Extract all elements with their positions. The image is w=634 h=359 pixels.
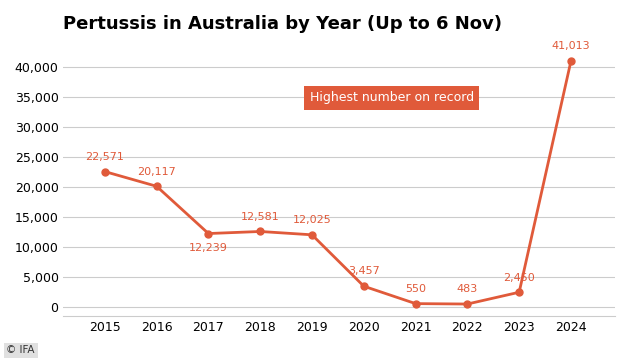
Point bbox=[359, 283, 369, 289]
Text: 12,581: 12,581 bbox=[241, 212, 280, 222]
Text: Pertussis in Australia by Year (Up to 6 Nov): Pertussis in Australia by Year (Up to 6 … bbox=[63, 15, 502, 33]
Point bbox=[514, 289, 524, 295]
Point bbox=[566, 58, 576, 64]
Point bbox=[204, 231, 214, 237]
Text: 483: 483 bbox=[456, 284, 478, 294]
Text: 2,450: 2,450 bbox=[503, 272, 535, 283]
Text: 41,013: 41,013 bbox=[552, 41, 590, 51]
Point bbox=[152, 183, 162, 189]
Text: 12,025: 12,025 bbox=[293, 215, 332, 225]
Point bbox=[100, 169, 110, 174]
Point bbox=[307, 232, 317, 238]
Text: 12,239: 12,239 bbox=[189, 243, 228, 253]
Text: © IFA: © IFA bbox=[6, 345, 35, 355]
Text: Highest number on record: Highest number on record bbox=[309, 91, 474, 104]
Text: 22,571: 22,571 bbox=[86, 152, 124, 162]
Text: 3,457: 3,457 bbox=[348, 266, 380, 276]
Point bbox=[462, 301, 472, 307]
Text: 550: 550 bbox=[405, 284, 426, 294]
Point bbox=[410, 301, 420, 307]
Text: 20,117: 20,117 bbox=[137, 167, 176, 177]
Point bbox=[255, 229, 265, 234]
